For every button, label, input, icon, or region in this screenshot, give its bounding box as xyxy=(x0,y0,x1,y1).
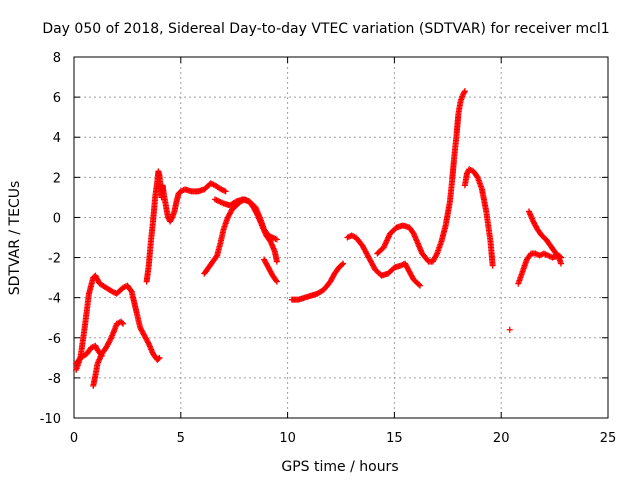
data-point-track-j xyxy=(461,88,468,95)
plot-border xyxy=(73,56,609,419)
y-tick-label: 8 xyxy=(53,51,61,66)
y-tick-label: 0 xyxy=(53,211,61,226)
x-tick-label: 10 xyxy=(279,431,296,446)
data-point-track-a xyxy=(155,355,162,362)
data-point-track-h xyxy=(339,261,346,268)
data-point-track-m xyxy=(538,251,545,258)
data-point-track-l xyxy=(506,326,513,333)
x-axis-label: GPS time / hours xyxy=(281,459,398,475)
data-point-track-i xyxy=(415,281,422,288)
x-tick-label: 25 xyxy=(600,431,617,446)
grid-lines xyxy=(74,57,608,418)
data-point-track-i xyxy=(345,233,352,240)
data-point-track-i xyxy=(417,282,424,289)
data-point-track-m xyxy=(533,251,540,258)
y-tick-label: -4 xyxy=(48,292,61,307)
y-tick-label: -2 xyxy=(48,252,61,267)
x-tick-label: 5 xyxy=(177,431,185,446)
y-tick-label: -8 xyxy=(48,372,61,387)
data-point-track-j xyxy=(433,251,440,258)
x-tick-label: 20 xyxy=(493,431,510,446)
plot-frame xyxy=(73,56,609,419)
y-tick-label: -6 xyxy=(48,332,61,347)
data-point-track-g xyxy=(273,278,280,285)
y-tick-label: 2 xyxy=(53,171,61,186)
data-point-track-f xyxy=(253,211,260,218)
data-point-track-f xyxy=(273,258,280,265)
data-point-track-d xyxy=(222,188,229,195)
x-tick-label: 15 xyxy=(386,431,403,446)
data-point-track-n xyxy=(558,260,565,267)
y-axis-label: SDTVAR / TECUs xyxy=(7,181,23,296)
data-points xyxy=(73,88,565,389)
data-point-track-a xyxy=(145,339,152,346)
data-point-track-h xyxy=(340,260,347,267)
axis-ticks: 0 5 10 15 20 25 -10 -8 -6 -4 -2 0 2 4 6 8 xyxy=(40,51,617,446)
data-point-track-c xyxy=(106,338,113,345)
data-point-track-j xyxy=(461,89,468,96)
data-point-track-a xyxy=(127,287,134,294)
data-point-track-c xyxy=(119,319,126,326)
data-point-track-a xyxy=(156,354,163,361)
y-tick-label: 4 xyxy=(53,131,61,146)
chart-title: Day 050 of 2018, Sidereal Day-to-day VTE… xyxy=(42,21,609,37)
x-tick-label: 0 xyxy=(70,431,78,446)
data-point-track-e xyxy=(273,236,280,243)
data-point-track-g xyxy=(273,277,280,284)
data-point-track-f xyxy=(213,253,220,260)
y-tick-label: 6 xyxy=(53,91,61,106)
data-point-track-k xyxy=(489,262,496,269)
data-point-track-d xyxy=(168,215,175,222)
y-tick-label: -10 xyxy=(40,412,61,427)
data-point-track-c xyxy=(120,320,127,327)
